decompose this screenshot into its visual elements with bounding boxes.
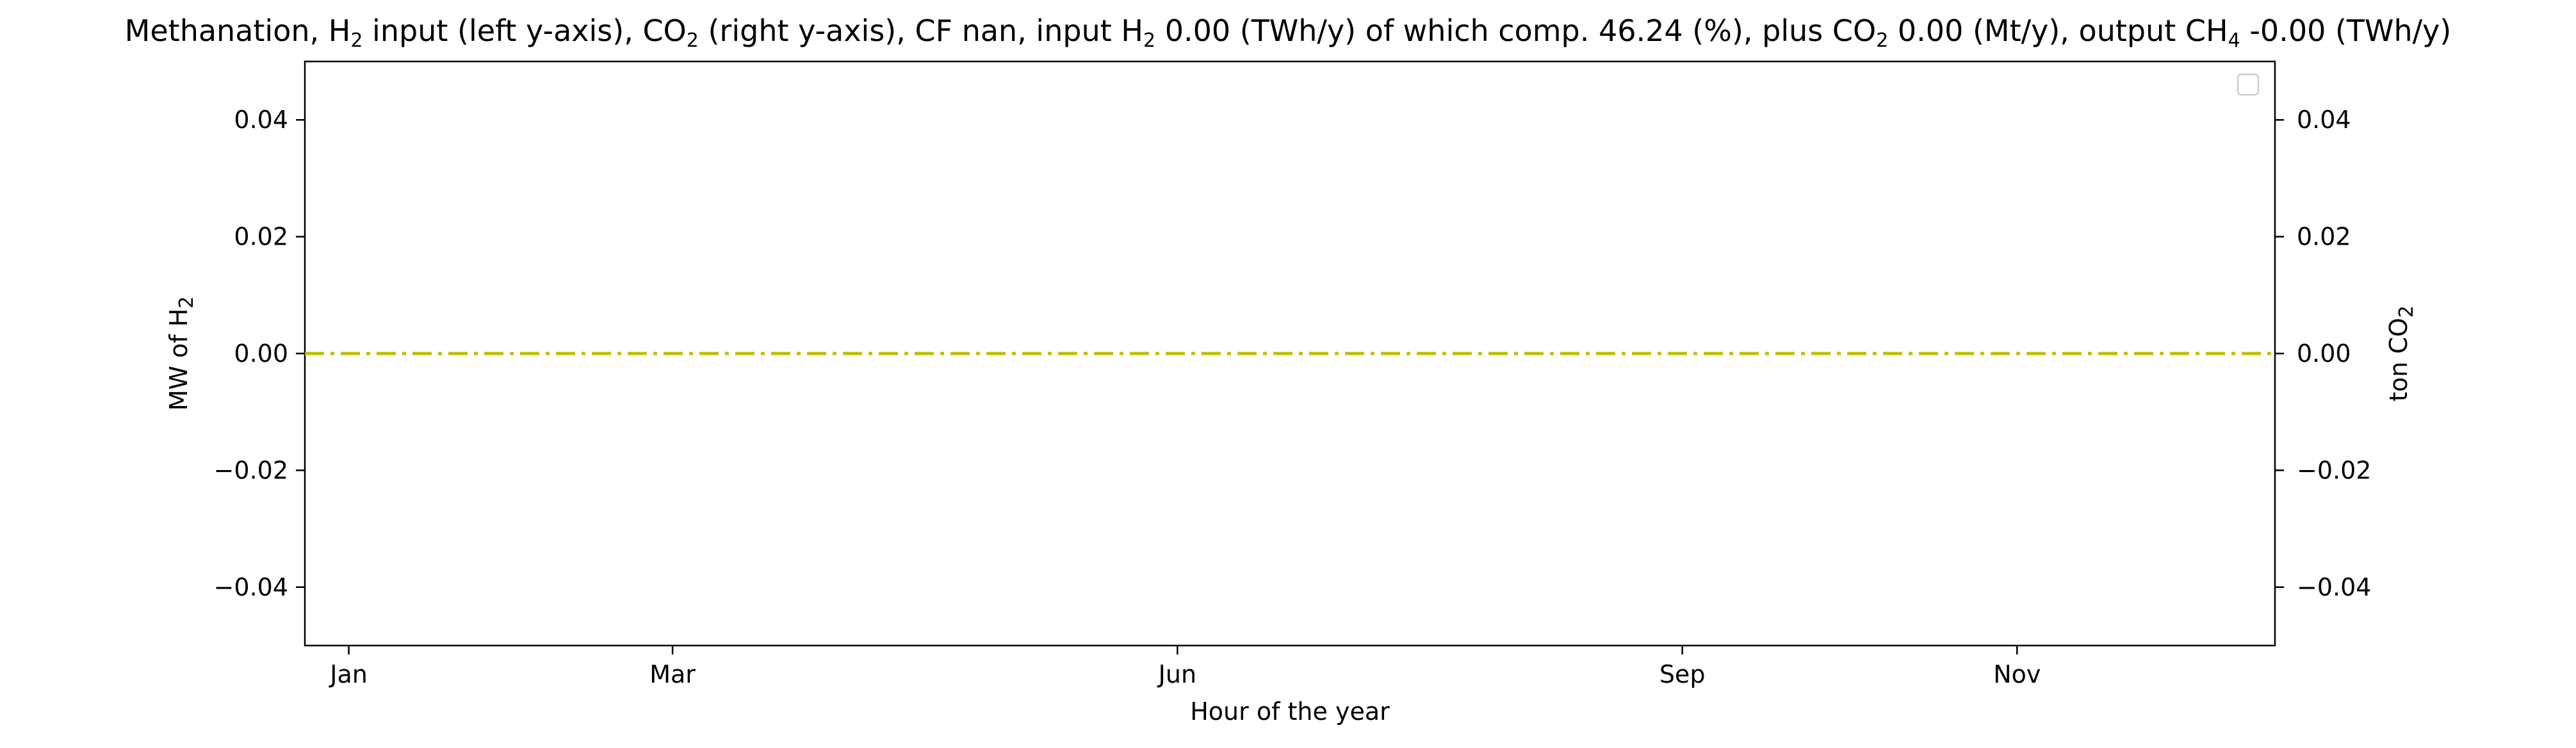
y-right-tick-label: 0.04 [2297, 106, 2351, 134]
y-right-axis-label-part: ton CO [2384, 318, 2413, 402]
chart-title-part: 4 [2228, 29, 2240, 52]
chart-title-part: 0.00 (TWh/y) of which comp. 46.24 (%), p… [1155, 13, 1876, 48]
y-left-tick-label: 0.00 [234, 339, 288, 368]
y-left-axis-label: MW of H2 [165, 297, 198, 411]
y-left-axis-label-part: MW of H [165, 309, 193, 411]
y-left-tick-label: −0.02 [214, 456, 288, 484]
y-left-axis-label-part: 2 [175, 297, 198, 309]
x-tick-label: Sep [1659, 660, 1706, 688]
x-axis-label: Hour of the year [1190, 697, 1390, 726]
legend-layer [2237, 73, 2260, 96]
legend-box [2237, 73, 2260, 96]
x-tick-label: Jun [1157, 660, 1196, 688]
y-right-tick-label: 0.00 [2297, 339, 2351, 368]
chart-title-part: 2 [1143, 29, 1155, 52]
x-tick-label: Jan [329, 660, 368, 688]
chart-title-part: Methanation, H [125, 13, 351, 48]
chart-title-part: 2 [687, 29, 699, 52]
y-left-tick-label: 0.02 [234, 223, 288, 251]
y-right-tick-label: −0.04 [2297, 573, 2371, 601]
y-left-tick-label: −0.04 [214, 573, 288, 601]
y-right-axis-label: ton CO2 [2384, 305, 2418, 402]
y-left-tick-label: 0.04 [234, 106, 288, 134]
chart-title-part: 2 [350, 29, 363, 52]
y-right-tick-label: 0.02 [2297, 223, 2351, 251]
chart-title-part: input (left y-axis), CO [363, 13, 686, 48]
x-tick-label: Mar [649, 660, 696, 688]
chart-title: Methanation, H2 input (left y-axis), CO2… [125, 13, 2452, 52]
chart-title-part: 2 [1876, 29, 1888, 52]
axes-layer: Jan Mar Jun Sep Nov 0.04 0.02 0.00 −0.02 −0.04 0.0… [165, 106, 2418, 726]
chart-title-part: 0.00 (Mt/y), output CH [1888, 13, 2228, 48]
chart-title-part: -0.00 (TWh/y) [2240, 13, 2452, 48]
chart-title-layer: Methanation, H2 input (left y-axis), CO2… [125, 13, 2452, 52]
y-right-tick-label: −0.02 [2297, 456, 2371, 484]
x-tick-label: Nov [1993, 660, 2041, 688]
chart-title-part: (right y-axis), CF nan, input H [699, 13, 1143, 48]
y-right-axis-label-part: 2 [2395, 305, 2418, 318]
